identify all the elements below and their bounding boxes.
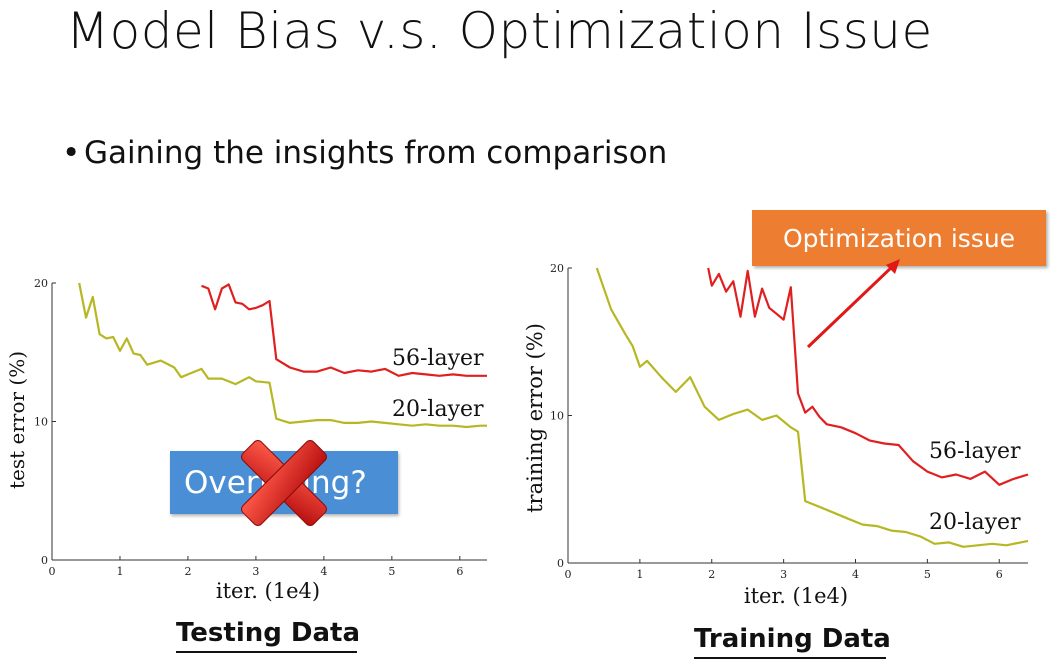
callout-arrow-icon: [806, 259, 900, 349]
x-tick-label: 1: [636, 568, 643, 581]
y-tick-label: 10: [34, 416, 48, 429]
optimization-issue-callout: Optimization issue: [752, 210, 1046, 266]
optimization-issue-label: Optimization issue: [782, 223, 1016, 253]
y-tick-label: 0: [41, 554, 48, 567]
x-tick-label: 4: [320, 565, 327, 578]
series-label-20-layer: 20-layer: [392, 397, 484, 422]
y-tick-label: 0: [557, 557, 564, 570]
x-tick-label: 6: [996, 568, 1003, 581]
x-tick-label: 2: [184, 565, 191, 578]
x-tick-label: 1: [116, 565, 123, 578]
series-line-56-layer: [201, 283, 487, 377]
bullet-text: Gaining the insights from comparison: [84, 135, 668, 171]
series-label-20-layer: 20-layer: [929, 510, 1021, 535]
series-label-56-layer: 56-layer: [392, 346, 484, 371]
y-tick-label: 20: [34, 277, 48, 290]
x-tick-label: 6: [456, 565, 463, 578]
x-tick-label: 5: [388, 565, 395, 578]
x-tick-label: 5: [924, 568, 931, 581]
series-line-56-layer: [707, 267, 1029, 486]
testing-data-underline: [176, 651, 357, 653]
x-tick-label: 4: [852, 568, 859, 581]
x-axis-label: iter. (1e4): [216, 579, 320, 603]
bullet-item: • Gaining the insights from comparison: [62, 135, 667, 171]
y-tick-label: 10: [550, 410, 564, 423]
y-tick-label: 20: [550, 262, 564, 275]
x-axis-label: iter. (1e4): [744, 584, 848, 608]
slide-title: Model Bias v.s. Optimization Issue: [66, 2, 933, 60]
y-axis-label: training error (%): [523, 323, 547, 513]
y-axis-label: test error (%): [5, 351, 29, 489]
x-tick-label: 0: [49, 565, 56, 578]
training-error-chart: 0 1 2 3 4 5 6 0 10 20 iter. (1e4) training error …: [523, 262, 1029, 608]
x-tick-label: 3: [252, 565, 259, 578]
bullet-dot-icon: •: [62, 135, 81, 171]
series-line-20-layer: [78, 282, 487, 429]
training-data-caption: Training Data: [694, 624, 891, 654]
x-tick-label: 2: [708, 568, 715, 581]
red-x-icon: [241, 440, 327, 526]
training-data-underline: [694, 657, 886, 659]
x-tick-label: 0: [565, 568, 572, 581]
testing-data-caption: Testing Data: [176, 618, 361, 648]
series-line-20-layer: [595, 267, 1029, 548]
series-label-56-layer: 56-layer: [929, 439, 1021, 464]
x-tick-label: 3: [780, 568, 787, 581]
